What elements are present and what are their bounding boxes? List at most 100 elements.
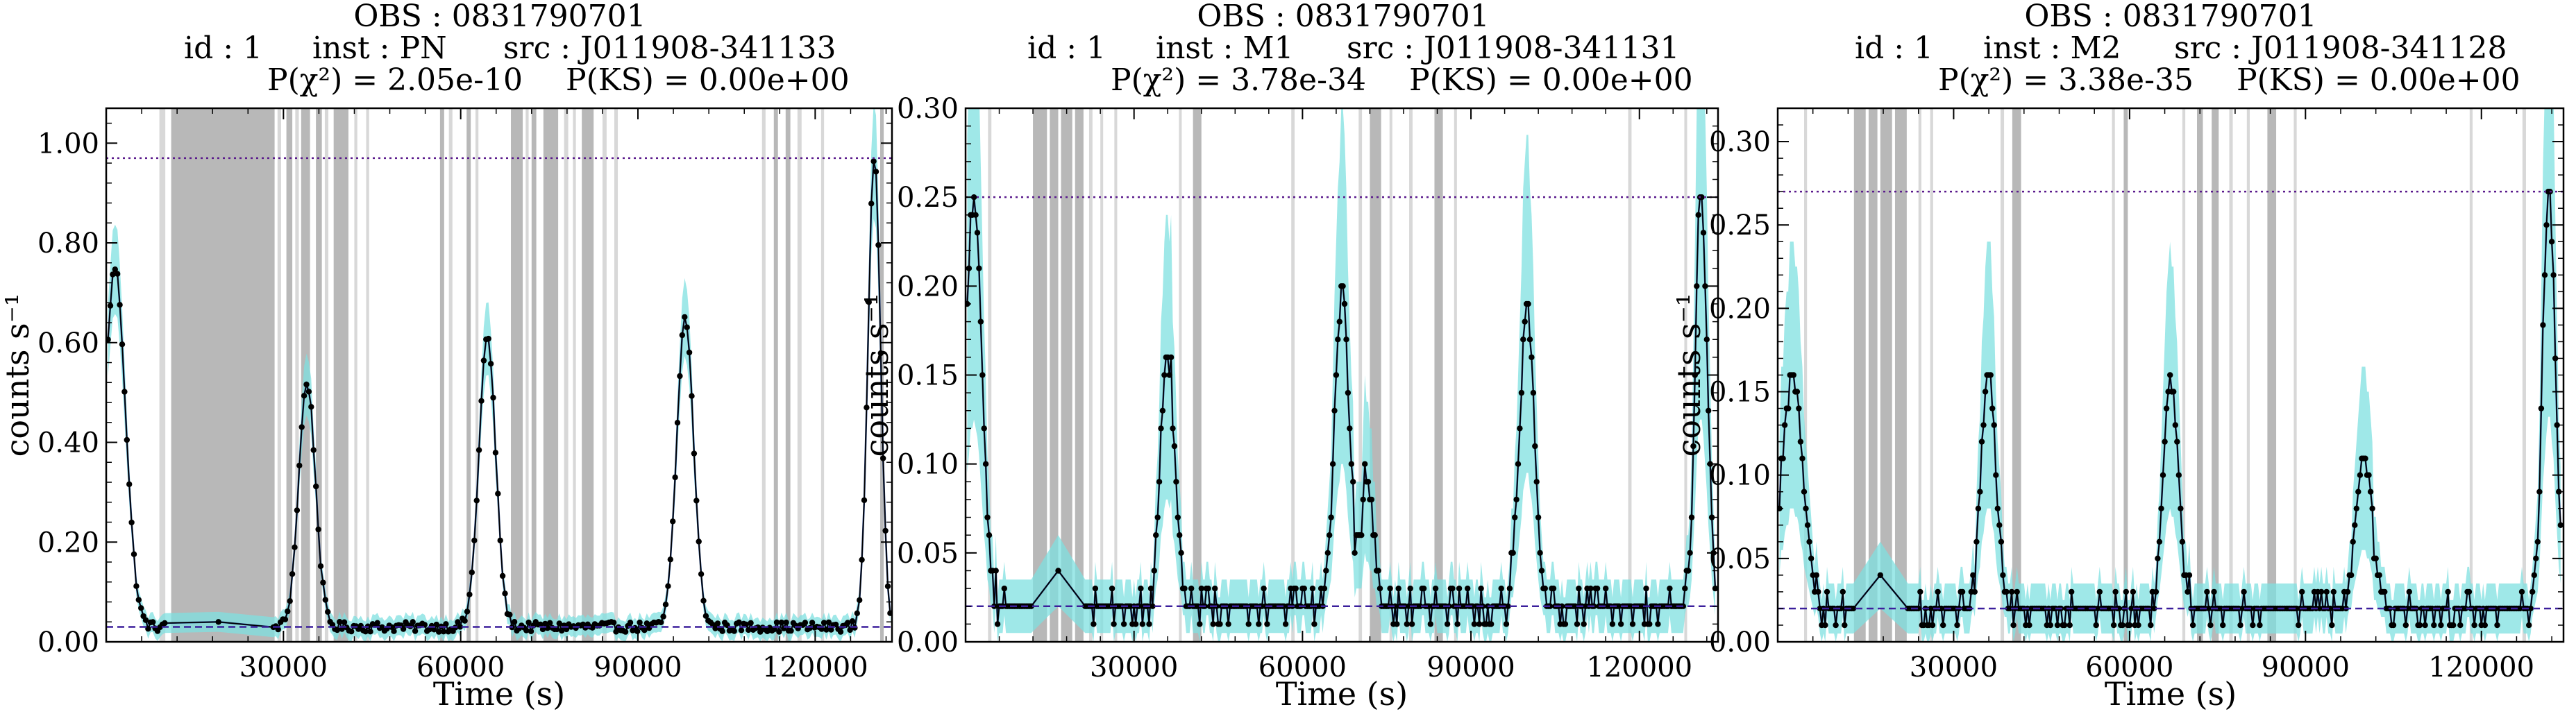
data-point xyxy=(1533,479,1540,485)
data-point xyxy=(2093,622,2099,629)
y-axis-label: counts s⁻¹ xyxy=(858,294,895,457)
data-point xyxy=(305,389,312,395)
data-point xyxy=(1161,372,1168,378)
data-point xyxy=(1323,568,1329,574)
data-point xyxy=(1574,621,1581,627)
data-point xyxy=(110,271,116,278)
data-point xyxy=(1970,572,1976,579)
x-axis-label: Time (s) xyxy=(1276,675,1408,713)
data-point xyxy=(2184,588,2191,595)
data-point xyxy=(852,624,858,631)
gti-light-1 xyxy=(277,108,281,642)
data-point xyxy=(471,537,478,544)
data-point xyxy=(2445,588,2451,595)
data-point xyxy=(757,629,764,635)
gti-shade-11 xyxy=(773,108,778,642)
data-point xyxy=(2171,389,2177,395)
data-point xyxy=(1801,488,1808,495)
x-tick-label: 30000 xyxy=(1910,652,1998,683)
data-point xyxy=(714,620,721,627)
data-point xyxy=(773,619,780,626)
data-point xyxy=(2538,405,2545,411)
data-point xyxy=(610,620,617,626)
y-tick-label: 0.25 xyxy=(1709,210,1771,241)
data-point xyxy=(689,393,695,399)
data-point xyxy=(1177,532,1183,538)
data-point xyxy=(1171,443,1178,450)
x-tick-label: 60000 xyxy=(2085,652,2173,683)
data-point xyxy=(1535,514,1542,520)
data-point xyxy=(1372,532,1378,538)
x-tick-label: 60000 xyxy=(416,652,505,683)
data-point xyxy=(613,629,619,635)
data-point xyxy=(684,324,690,330)
data-point xyxy=(2330,588,2337,595)
data-point xyxy=(847,627,853,634)
data-point xyxy=(1572,603,1579,609)
data-point xyxy=(2123,588,2129,595)
data-point xyxy=(736,619,742,625)
x-tick-label: 120000 xyxy=(1586,652,1692,683)
data-point xyxy=(133,583,140,589)
data-point xyxy=(643,620,650,627)
data-point xyxy=(1225,621,1231,627)
gti-light-3 xyxy=(2001,108,2005,642)
data-point xyxy=(1150,603,1156,609)
data-point xyxy=(1055,568,1061,574)
x-tick-label: 90000 xyxy=(594,652,682,683)
data-point xyxy=(670,518,676,525)
data-point xyxy=(490,394,496,401)
y-tick-label: 0.20 xyxy=(897,271,959,303)
data-point xyxy=(1647,621,1653,627)
data-point xyxy=(1667,585,1673,592)
data-point xyxy=(2204,588,2210,595)
data-point xyxy=(748,620,754,626)
data-point xyxy=(457,624,463,630)
data-point xyxy=(2220,622,2226,629)
y-axis-label: counts s⁻¹ xyxy=(0,294,36,457)
data-point xyxy=(1510,550,1516,556)
data-point xyxy=(1512,514,1518,520)
gti-light-11 xyxy=(602,108,607,642)
data-point xyxy=(1975,505,1982,511)
x-tick-label: 90000 xyxy=(1426,652,1515,683)
data-point xyxy=(2376,572,2382,579)
data-point xyxy=(1217,621,1223,627)
data-point xyxy=(2119,622,2125,629)
data-point xyxy=(981,425,987,432)
x-tick-label: 90000 xyxy=(2262,652,2350,683)
gti-shade-3 xyxy=(1894,108,1907,642)
data-point xyxy=(2008,588,2015,595)
title-id: id : 1 xyxy=(1855,31,1933,66)
gti-light-0 xyxy=(988,108,992,642)
data-point xyxy=(1929,622,1936,629)
gti-light-9 xyxy=(564,108,569,642)
data-point xyxy=(2390,622,2397,629)
plot-area xyxy=(1778,108,2564,642)
data-point xyxy=(854,610,861,616)
data-point xyxy=(1973,538,1980,545)
data-point xyxy=(537,621,544,628)
data-point xyxy=(809,620,816,626)
data-point xyxy=(289,571,296,577)
data-point xyxy=(672,474,678,481)
plot-area xyxy=(966,108,1718,642)
data-point xyxy=(1328,514,1334,520)
gti-shade-3 xyxy=(1075,108,1084,642)
data-point xyxy=(665,583,671,589)
data-point xyxy=(2241,588,2247,595)
title-inst: inst : PN xyxy=(312,31,447,66)
data-point xyxy=(1822,622,1828,629)
data-point xyxy=(823,627,830,633)
gti-light-8 xyxy=(525,108,529,642)
data-point xyxy=(1824,588,1830,595)
title-inst: inst : M1 xyxy=(1156,31,1294,66)
data-point xyxy=(275,626,281,633)
data-point xyxy=(2066,622,2073,629)
data-point xyxy=(502,590,508,597)
data-point xyxy=(554,626,560,633)
y-tick-label: 0.10 xyxy=(1709,460,1771,492)
x-axis-label: Time (s) xyxy=(433,675,565,713)
data-point xyxy=(1603,585,1609,592)
data-point xyxy=(2156,538,2163,545)
